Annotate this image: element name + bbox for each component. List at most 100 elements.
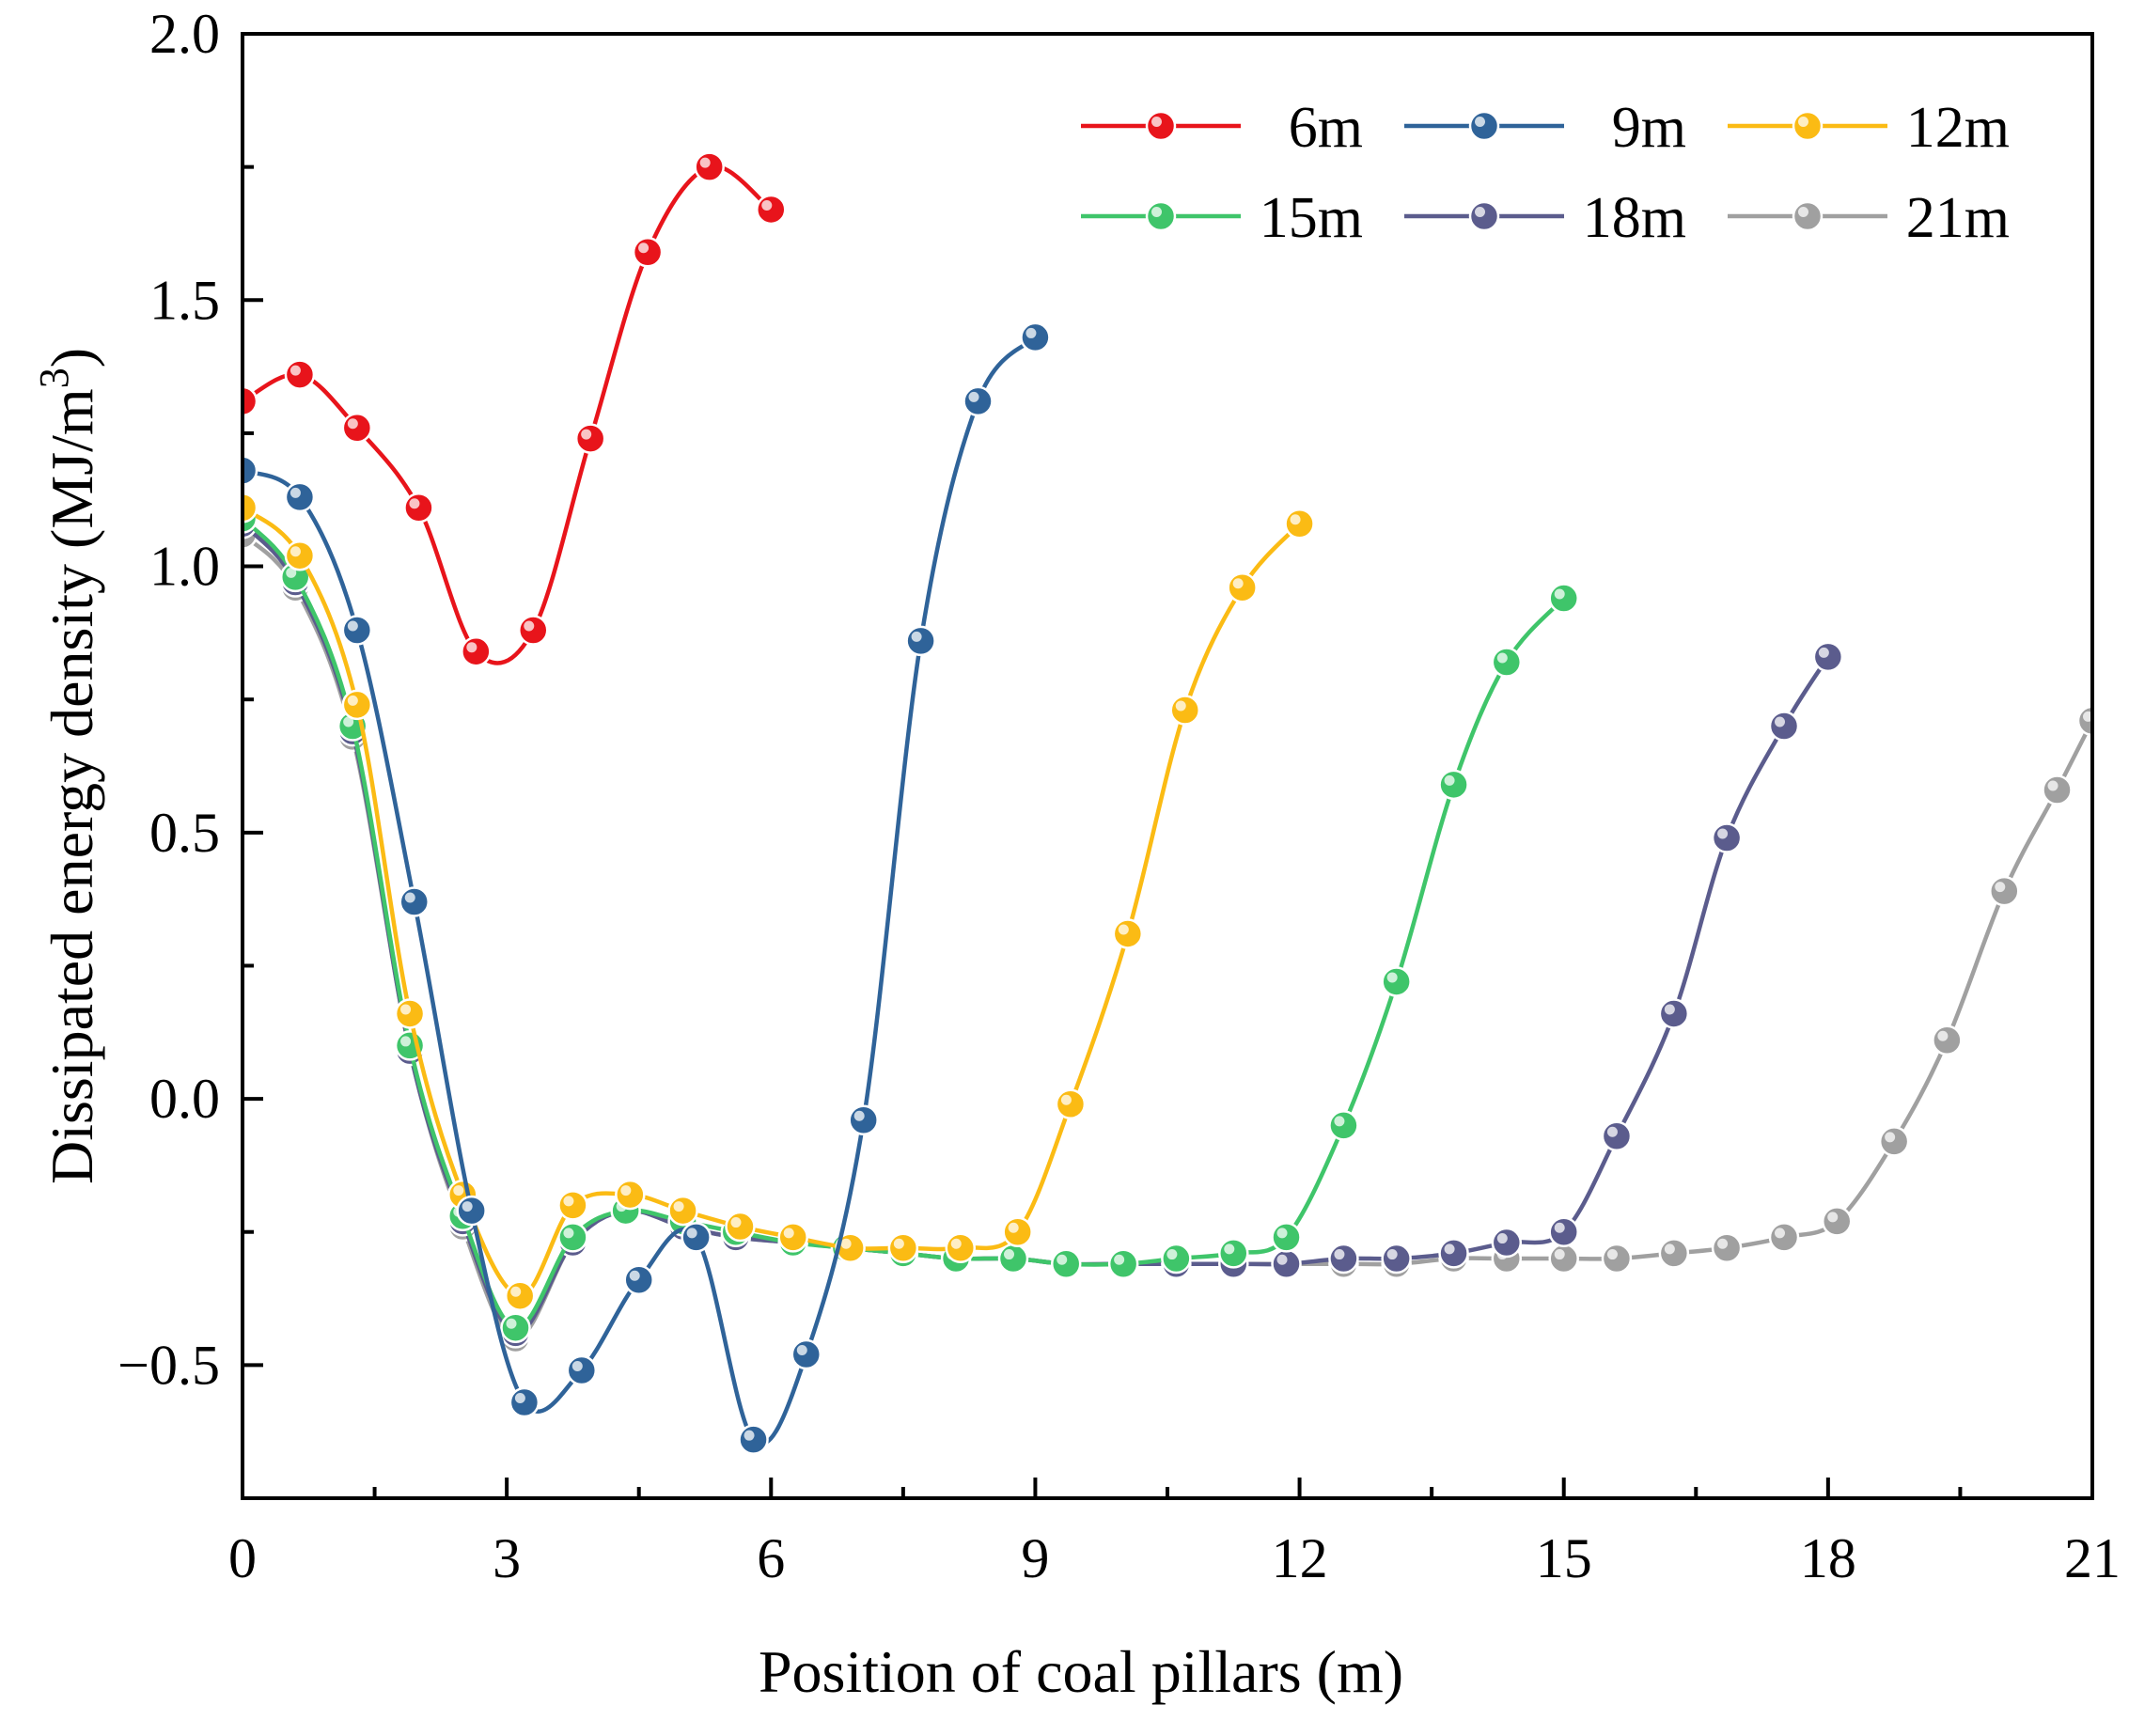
legend-item-15m: 15m xyxy=(1081,186,1363,250)
data-point-9m xyxy=(623,1264,654,1295)
data-point-12m xyxy=(1169,695,1200,726)
data-point-9m xyxy=(963,385,994,417)
data-point-15m xyxy=(500,1312,531,1343)
x-tick-label: 21 xyxy=(2064,1527,2121,1589)
data-point-12m xyxy=(945,1232,977,1263)
data-point-21m xyxy=(1932,1024,1963,1056)
legend-item-21m: 21m xyxy=(1728,186,2010,250)
series-layer xyxy=(243,151,2092,1455)
data-point-21m xyxy=(1768,1222,1800,1253)
y-axis-title: Dissipated energy density (MJ/m3) xyxy=(31,348,105,1184)
data-point-21m xyxy=(1878,1126,1910,1157)
data-point-12m xyxy=(725,1211,756,1243)
y-tick-label: 2.0 xyxy=(149,3,220,65)
legend-marker xyxy=(1145,110,1177,142)
data-point-9m xyxy=(399,886,430,917)
data-point-15m xyxy=(1271,1222,1302,1253)
legend-label: 21m xyxy=(1906,186,2010,250)
data-point-15m xyxy=(1381,966,1412,997)
x-tick-label: 3 xyxy=(493,1527,521,1589)
data-point-12m xyxy=(777,1222,808,1253)
data-point-6m xyxy=(284,359,316,390)
y-tick-label: −0.5 xyxy=(117,1334,220,1396)
legend-marker xyxy=(1468,200,1500,232)
plot-frame xyxy=(241,32,2094,1500)
data-point-21m xyxy=(2076,705,2092,737)
data-point-9m xyxy=(681,1222,712,1253)
data-point-12m xyxy=(557,1190,588,1221)
x-tick-label: 12 xyxy=(1272,1527,1328,1589)
data-point-12m xyxy=(1112,918,1144,949)
data-point-21m xyxy=(2042,774,2073,805)
data-point-18m xyxy=(1328,1243,1359,1275)
data-point-15m xyxy=(1328,1110,1359,1141)
data-point-12m xyxy=(1055,1088,1087,1120)
data-point-9m xyxy=(341,615,373,646)
data-point-9m xyxy=(905,625,936,657)
series-line-15m xyxy=(243,516,1566,1330)
data-point-9m xyxy=(848,1104,879,1136)
legend-item-18m: 18m xyxy=(1404,186,1686,250)
data-point-9m xyxy=(738,1424,769,1455)
data-point-18m xyxy=(1381,1243,1412,1275)
data-point-15m xyxy=(1438,769,1469,801)
data-point-15m xyxy=(1491,647,1523,678)
data-point-21m xyxy=(1601,1243,1633,1275)
series-line-6m xyxy=(243,164,774,665)
data-point-12m xyxy=(615,1179,646,1211)
data-point-18m xyxy=(1491,1227,1523,1259)
data-point-12m xyxy=(887,1232,919,1263)
data-point-15m xyxy=(1548,583,1579,614)
data-point-15m xyxy=(557,1222,588,1253)
data-point-18m xyxy=(1271,1248,1302,1279)
legend-item-6m: 6m xyxy=(1081,96,1363,160)
series-12m xyxy=(243,492,1315,1311)
legend-label: 6m xyxy=(1289,96,1363,160)
y-axis-title-main: Dissipated energy density (MJ/m xyxy=(39,388,105,1184)
data-point-6m xyxy=(341,412,373,444)
data-point-21m xyxy=(1548,1243,1579,1275)
data-point-6m xyxy=(461,635,492,667)
legend-label: 9m xyxy=(1612,96,1686,160)
data-point-6m xyxy=(518,615,549,646)
data-point-12m xyxy=(1227,571,1258,603)
y-tick-label: 1.5 xyxy=(149,269,220,331)
data-point-21m xyxy=(1821,1206,1853,1237)
series-line-9m xyxy=(243,335,1038,1447)
x-tick-label: 0 xyxy=(228,1527,257,1589)
data-point-21m xyxy=(1711,1232,1743,1263)
data-point-9m xyxy=(509,1386,540,1418)
data-point-9m xyxy=(566,1354,598,1386)
data-point-12m xyxy=(1284,508,1315,540)
legend-marker xyxy=(1468,110,1500,142)
data-point-9m xyxy=(284,481,316,513)
data-point-9m xyxy=(456,1195,487,1227)
series-6m xyxy=(243,151,787,667)
series-9m xyxy=(243,321,1051,1455)
data-point-15m xyxy=(1107,1248,1139,1279)
data-point-15m xyxy=(1161,1243,1192,1275)
legend-label: 15m xyxy=(1260,186,1363,250)
data-point-18m xyxy=(1438,1238,1469,1269)
data-point-18m xyxy=(1812,641,1844,673)
data-point-18m xyxy=(1548,1216,1579,1247)
data-point-15m xyxy=(1218,1238,1249,1269)
x-tick-label: 15 xyxy=(1536,1527,1592,1589)
y-axis-title-superscript: 3 xyxy=(31,368,77,388)
data-point-21m xyxy=(1989,875,2020,907)
data-point-12m xyxy=(341,689,373,721)
data-point-15m xyxy=(997,1243,1029,1275)
x-tick-label: 9 xyxy=(1021,1527,1049,1589)
data-point-12m xyxy=(284,540,316,571)
data-point-18m xyxy=(1658,998,1690,1029)
data-point-9m xyxy=(1020,321,1051,353)
data-point-12m xyxy=(504,1280,536,1311)
data-point-9m xyxy=(791,1338,822,1370)
x-tick-label: 6 xyxy=(757,1527,785,1589)
data-point-6m xyxy=(403,492,434,524)
data-point-12m xyxy=(667,1195,698,1227)
data-point-18m xyxy=(1768,711,1800,742)
data-point-18m xyxy=(1711,822,1743,853)
